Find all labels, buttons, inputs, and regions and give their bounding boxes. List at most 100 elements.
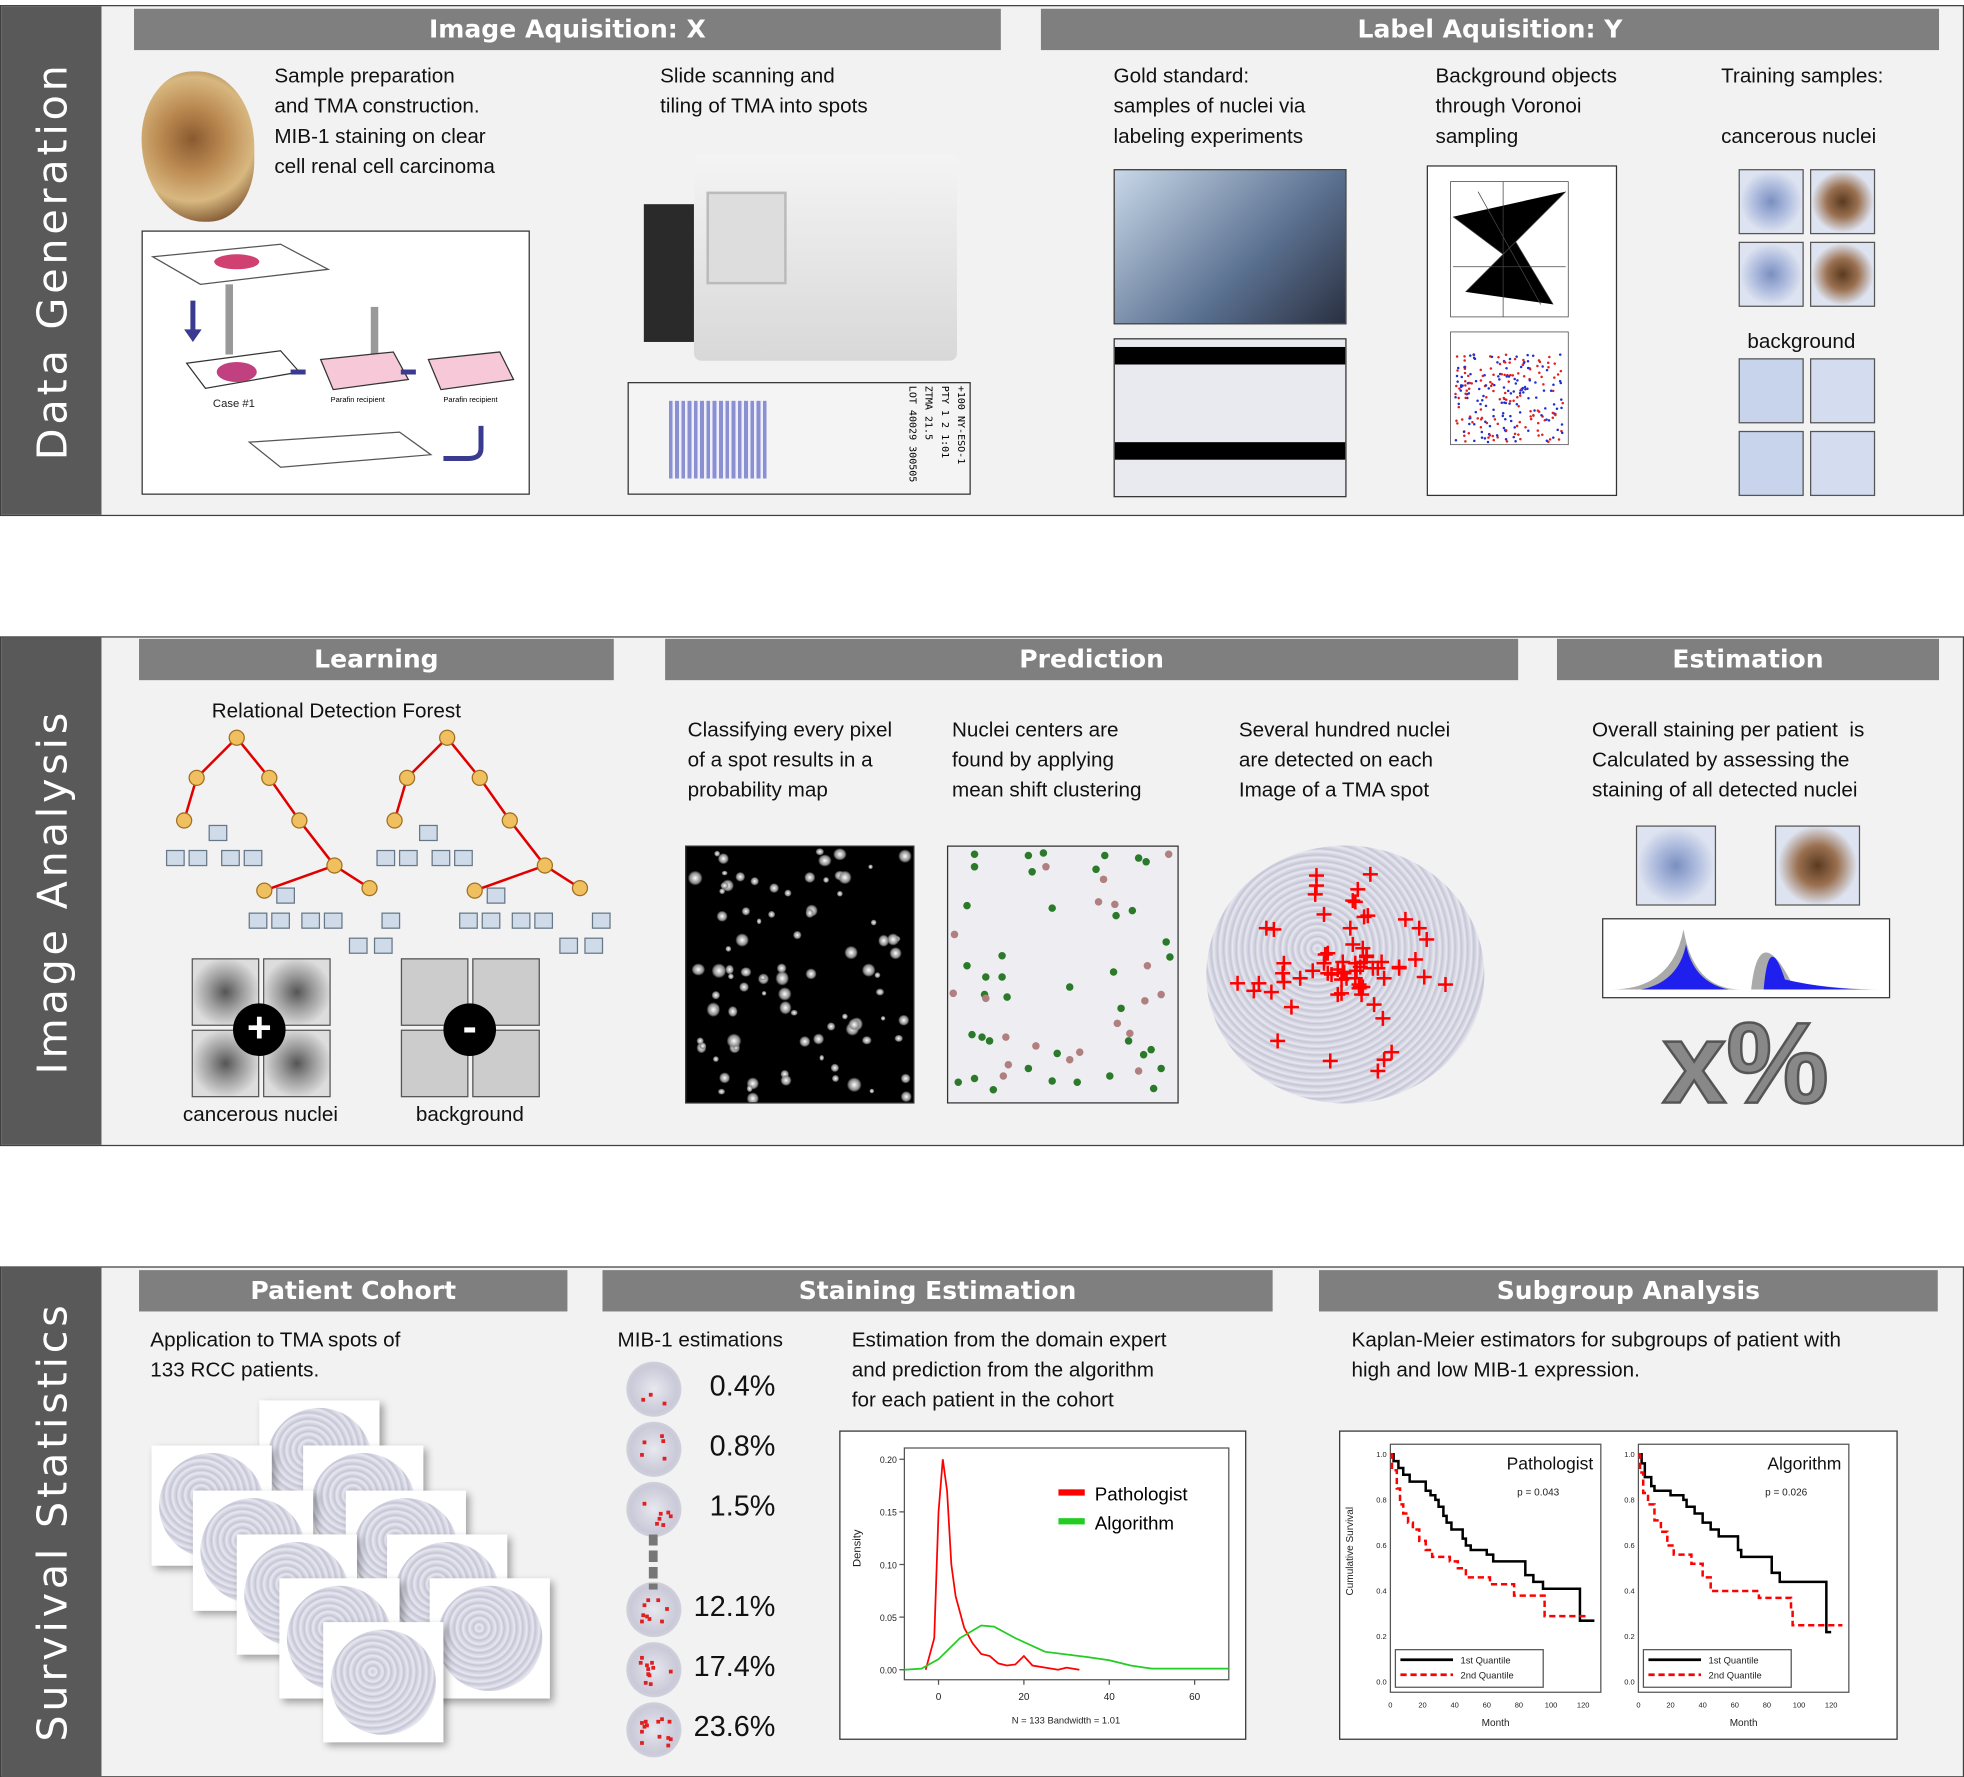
density-line-pathologist (924, 1459, 1080, 1671)
scatter-point (1496, 422, 1500, 426)
probability-blob (822, 876, 830, 884)
slide-scan-text: Slide scanning and tiling of TMA into sp… (660, 65, 868, 118)
detection-marker (1270, 1033, 1286, 1049)
scatter-point (1458, 387, 1461, 390)
cancerous-nucleus-sample (1810, 241, 1876, 307)
scatter-point (1480, 430, 1484, 434)
scatter-point (1548, 438, 1552, 441)
x-tick-label: 40 (1104, 1692, 1116, 1703)
y-tick-label: 0.0 (1376, 1678, 1386, 1687)
mib-estimate-value: 0.4% (709, 1369, 776, 1402)
scatter-point (1490, 355, 1494, 359)
scatter-point (1541, 365, 1544, 368)
scatter-point (1509, 414, 1512, 418)
scatter-point (1465, 389, 1469, 392)
scatter-point (1558, 353, 1562, 356)
cluster-center (970, 1075, 979, 1083)
positive-mark (642, 1725, 646, 1729)
scatter-point (1454, 439, 1458, 442)
forest-title: Relational Detection Forest (211, 700, 461, 723)
tree-node (471, 769, 488, 787)
scatter-point (1558, 379, 1562, 383)
detection-marker (1345, 893, 1361, 909)
scatter-point (1552, 436, 1555, 439)
detection-marker (1362, 866, 1378, 882)
tree-edge (268, 777, 301, 822)
probability-blob (721, 870, 728, 876)
probability-blob (842, 1013, 849, 1021)
detection-marker (1292, 970, 1308, 987)
scatter-point (1492, 373, 1495, 377)
data-generation-panel: Data Generation Image Aquisition: X Labe… (0, 5, 1964, 517)
y-tick-label: 0.0 (1624, 1678, 1634, 1687)
tree-node (361, 879, 378, 897)
positive-mark (666, 1735, 671, 1740)
km-curve (1638, 1453, 1832, 1634)
x-tick-label: 20 (1018, 1692, 1030, 1703)
scatter-point (1527, 429, 1530, 432)
survival-statistics-panel: Survival Statistics Patient Cohort Stain… (0, 1266, 1964, 1777)
probability-blob (720, 881, 729, 890)
positive-mark (668, 1737, 673, 1741)
probability-blob (780, 1075, 792, 1087)
tree-node (501, 812, 518, 829)
scatter-point (1542, 389, 1546, 392)
probability-blob (699, 1041, 707, 1050)
detection-marker (1263, 984, 1279, 1000)
cluster-center (1042, 863, 1050, 871)
cluster-center (999, 1071, 1008, 1080)
scatter-point (1528, 368, 1532, 371)
scatter-point (1456, 366, 1460, 370)
header-patient-cohort: Patient Cohort (139, 1270, 568, 1312)
cluster-center (1100, 852, 1109, 860)
tree-leaf (165, 849, 185, 867)
positive-mark (646, 1597, 651, 1602)
x-tick-label: 20 (1418, 1700, 1426, 1709)
scatter-point (1504, 353, 1508, 357)
cluster-center (985, 1037, 994, 1046)
scatter-point (1561, 401, 1564, 405)
legend-box (1642, 1649, 1792, 1688)
cluster-center (1073, 1078, 1082, 1087)
scatter-point (1541, 433, 1544, 436)
cluster-center (971, 862, 979, 870)
scatter-point (1523, 385, 1527, 389)
scatter-point (1498, 397, 1502, 401)
scatter-point (1509, 392, 1513, 395)
detection-marker (1308, 867, 1324, 883)
y-tick-label: 0.6 (1624, 1541, 1634, 1550)
probability-blob (741, 906, 750, 916)
positive-mark (649, 1660, 654, 1665)
tree-edge (406, 736, 449, 779)
positive-mark (655, 1720, 660, 1725)
positive-mark (656, 1598, 661, 1603)
positive-nucleus (1774, 825, 1861, 906)
scatter-point (1532, 414, 1535, 417)
scatter-point (1464, 440, 1467, 443)
positive-mark (642, 1502, 647, 1507)
scatter-point (1455, 355, 1459, 358)
scatter-point (1456, 422, 1459, 425)
y-tick-label: 0.2 (1376, 1632, 1386, 1641)
y-tick-label: 0.2 (1624, 1632, 1634, 1641)
scatter-point (1502, 396, 1506, 400)
positive-mark (667, 1719, 672, 1724)
scatter-point (1459, 389, 1463, 392)
scatter-point (1502, 360, 1506, 364)
positive-mark (665, 1607, 669, 1612)
scatter-point (1549, 389, 1553, 393)
cluster-center (949, 989, 957, 998)
scatter-point (1528, 379, 1532, 382)
x-axis-label: N = 133 Bandwidth = 1.01 (1012, 1715, 1120, 1726)
case-label: Case #1 (213, 398, 255, 410)
cluster-center (1028, 867, 1036, 876)
background-sample (1738, 358, 1804, 424)
scatter-point (1463, 371, 1467, 375)
scatter-point (1464, 392, 1467, 395)
probability-blob (803, 871, 817, 884)
scatter-point (1546, 361, 1550, 364)
scatter-point (1498, 378, 1501, 381)
scatter-point (1516, 379, 1519, 382)
scatter-point (1555, 407, 1559, 411)
legend-label: 2nd Quantile (1461, 1669, 1514, 1680)
